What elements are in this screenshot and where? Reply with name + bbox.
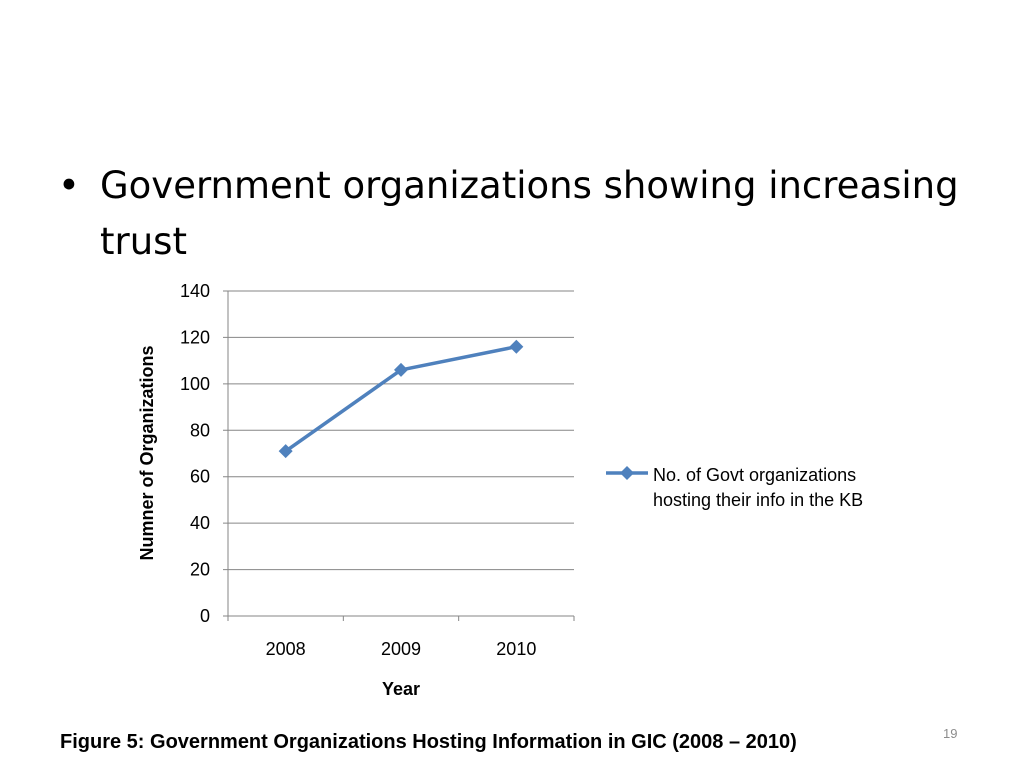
y-tick-label: 0: [200, 606, 210, 626]
y-tick-label: 20: [190, 560, 210, 580]
x-axis-title: Year: [382, 679, 420, 699]
x-tick-label: 2009: [381, 639, 421, 659]
y-tick-label: 120: [180, 327, 210, 347]
figure-caption: Figure 5: Government Organizations Hosti…: [60, 731, 797, 753]
y-tick-label: 60: [190, 467, 210, 487]
y-tick-label: 40: [190, 513, 210, 533]
data-point: [394, 362, 408, 377]
data-point: [278, 444, 293, 459]
x-tick-label: 2010: [496, 639, 536, 659]
y-axis-title: Numner of Organizations: [137, 345, 157, 560]
x-tick-label: 2008: [266, 639, 306, 659]
data-point: [509, 339, 524, 354]
slide-number: 19: [943, 726, 958, 741]
legend-label: No. of Govt organizations hosting their …: [653, 465, 864, 510]
y-tick-label: 80: [190, 420, 210, 440]
bullet-text: Government organizations showing increas…: [100, 164, 959, 263]
y-tick-label: 140: [180, 281, 210, 301]
y-tick-label: 100: [180, 374, 210, 394]
series-line: [284, 344, 517, 453]
legend-marker: [620, 466, 634, 480]
bullet-dot: •: [58, 164, 80, 207]
